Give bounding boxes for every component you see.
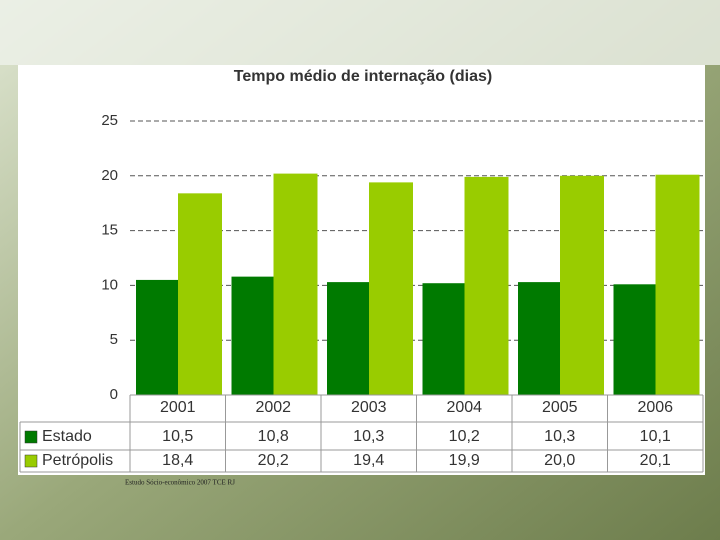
x-tick-label: 2004 <box>446 399 482 416</box>
bar <box>613 284 656 395</box>
bar <box>464 176 509 395</box>
bar <box>560 175 604 395</box>
legend-swatch <box>24 454 38 468</box>
x-tick-label: 2006 <box>637 399 673 416</box>
table-value: 10,5 <box>162 428 193 445</box>
y-tick-label: 25 <box>101 112 118 129</box>
sky <box>0 0 720 65</box>
legend-label: Estado <box>42 428 92 445</box>
bar <box>518 282 560 395</box>
table-value: 10,8 <box>258 428 289 445</box>
bar <box>655 174 700 395</box>
y-tick-label: 10 <box>101 276 118 293</box>
bar <box>273 173 318 395</box>
bar <box>327 282 369 395</box>
table-value: 19,4 <box>353 452 384 469</box>
table-value: 10,3 <box>544 428 575 445</box>
bar <box>136 279 178 395</box>
x-tick-label: 2005 <box>542 399 578 416</box>
table-value: 20,1 <box>640 452 671 469</box>
legend-swatch <box>24 430 38 444</box>
y-tick-label: 5 <box>110 331 118 348</box>
footnote: Estudo Sócio-econômico 2007 TCE RJ <box>125 479 235 487</box>
x-tick-label: 2002 <box>255 399 291 416</box>
bar <box>369 182 413 395</box>
bar <box>178 193 222 395</box>
table-value: 18,4 <box>162 452 193 469</box>
legend-label: Petrópolis <box>42 452 113 469</box>
table-value: 19,9 <box>449 452 480 469</box>
table-value: 10,1 <box>640 428 671 445</box>
y-tick-label: 0 <box>110 386 118 403</box>
y-tick-label: 15 <box>101 222 118 239</box>
bar <box>422 283 465 395</box>
y-tick-label: 20 <box>101 167 118 184</box>
x-tick-label: 2003 <box>351 399 387 416</box>
bar <box>231 276 274 395</box>
x-tick-label: 2001 <box>160 399 196 416</box>
table-value: 20,2 <box>258 452 289 469</box>
table-value: 10,3 <box>353 428 384 445</box>
chart-title: Tempo médio de internação (dias) <box>234 68 492 85</box>
table-value: 10,2 <box>449 428 480 445</box>
table-value: 20,0 <box>544 452 575 469</box>
